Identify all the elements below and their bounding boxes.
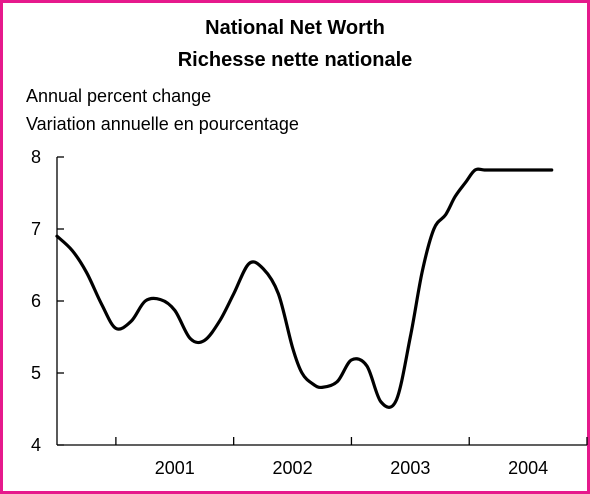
y-tick-label-7: 7 <box>31 219 41 239</box>
x-tick-label-2003: 2003 <box>390 458 430 478</box>
series-line-0 <box>55 167 554 409</box>
chart-title-french: Richesse nette nationale <box>177 49 413 71</box>
x-tick-label-2004: 2004 <box>508 458 548 478</box>
y-tick-label-5: 5 <box>31 363 41 383</box>
y-axis-label: Annual percent change <box>26 86 212 106</box>
x-tick-label-2001: 2001 <box>155 458 195 478</box>
x-tick-label-2002: 2002 <box>273 458 313 478</box>
y-tick-label-4: 4 <box>31 435 41 455</box>
y-axis-label-french: Variation annuelle en pourcentage <box>26 114 299 134</box>
chart-title: National Net Worth <box>205 17 385 39</box>
y-tick-label-8: 8 <box>31 147 41 167</box>
y-tick-label-6: 6 <box>31 291 41 311</box>
